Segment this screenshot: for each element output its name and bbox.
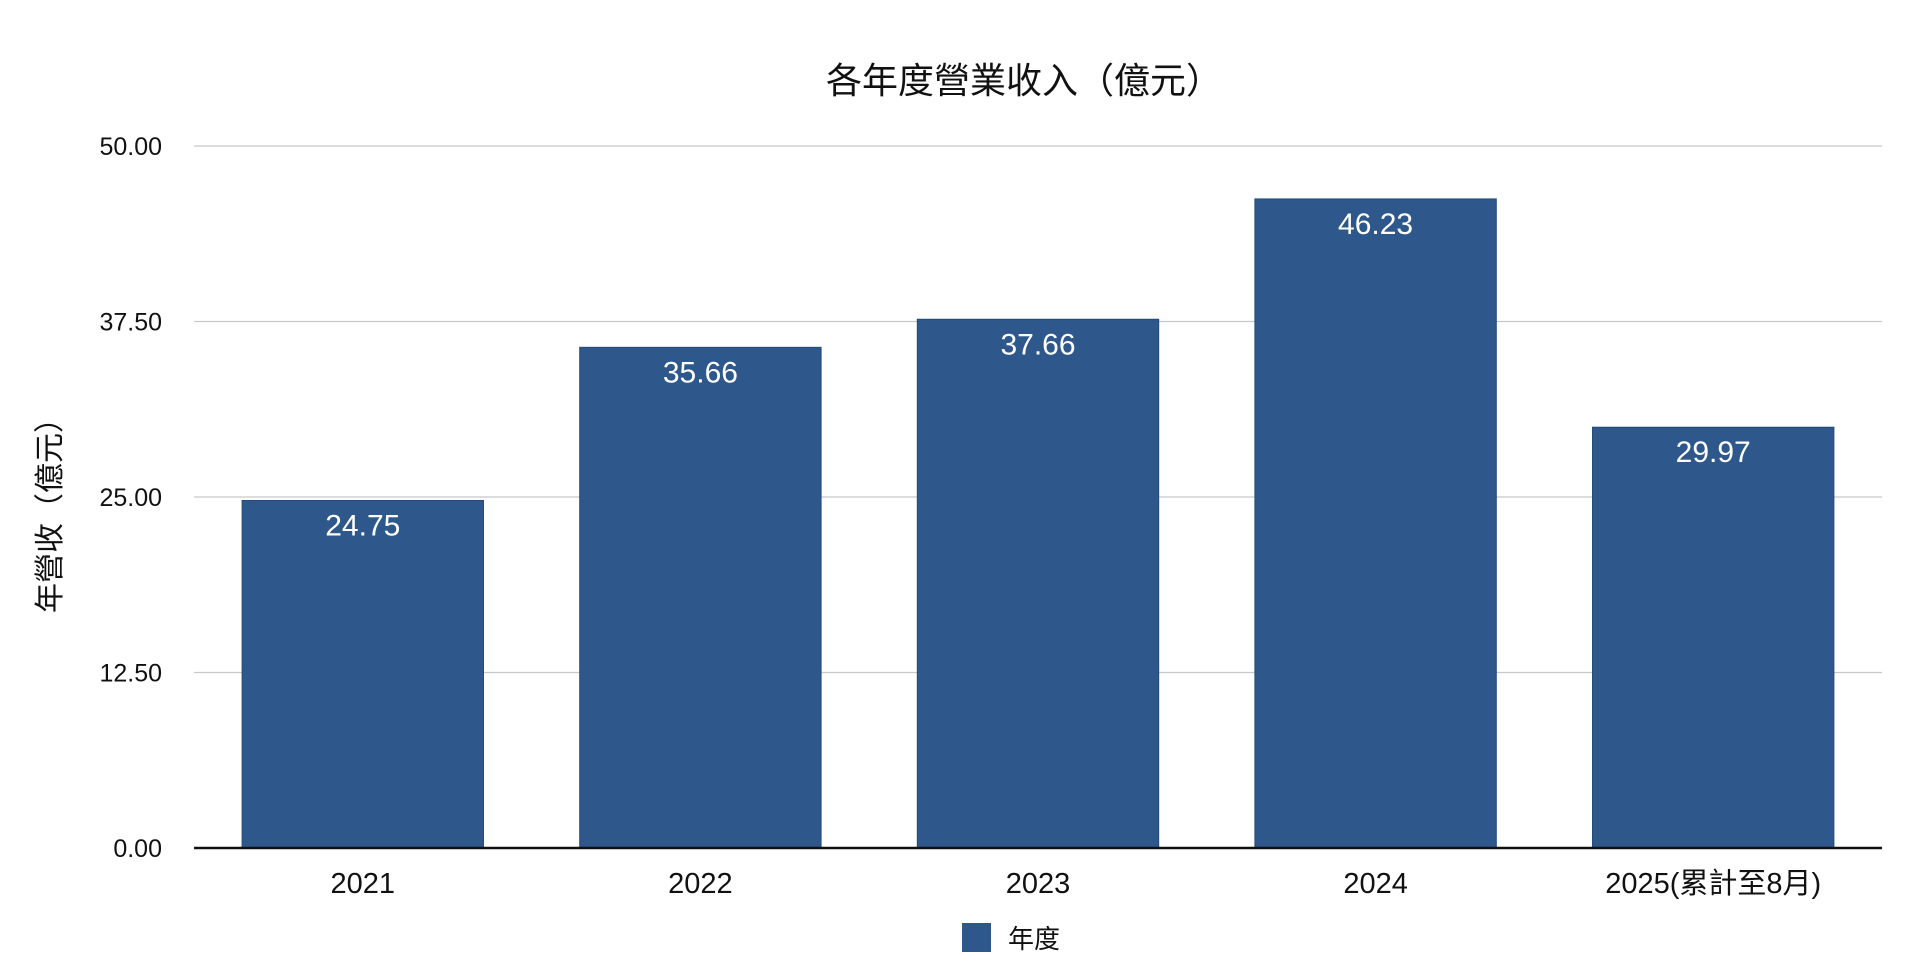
- x-tick-label: 2025(累計至8月): [1605, 867, 1821, 900]
- x-axis-ticks: 2021 2022 2023 2024 2025(累計至8月): [331, 867, 1822, 900]
- data-label: 37.66: [1000, 328, 1075, 361]
- chart-title: 各年度營業收入（億元）: [826, 61, 1222, 102]
- bar[interactable]: [241, 500, 484, 849]
- bar[interactable]: [916, 318, 1160, 849]
- bars: [241, 198, 1835, 849]
- data-labels: 24.75 35.66 37.66 46.23 29.97: [325, 208, 1750, 543]
- legend-label: 年度: [1008, 925, 1060, 955]
- x-tick-label: 2023: [1006, 868, 1071, 900]
- bar[interactable]: [579, 346, 822, 849]
- y-tick-label: 25.00: [99, 484, 162, 512]
- y-tick-label: 12.50: [99, 660, 162, 688]
- y-tick-label: 37.50: [99, 309, 162, 337]
- bar[interactable]: [1254, 198, 1497, 849]
- x-tick-label: 2021: [331, 868, 396, 900]
- data-label: 35.66: [663, 356, 738, 389]
- y-tick-label: 50.00: [99, 133, 162, 161]
- bar[interactable]: [1592, 426, 1835, 849]
- legend[interactable]: 年度: [962, 923, 1060, 955]
- x-tick-label: 2024: [1343, 868, 1408, 900]
- y-tick-label: 0.00: [113, 835, 162, 863]
- y-axis-ticks: 0.00 12.50 25.00 37.50 50.00: [99, 133, 162, 863]
- y-axis-label: 年營收（億元）: [33, 403, 68, 613]
- data-label: 29.97: [1676, 436, 1751, 469]
- data-label: 46.23: [1338, 208, 1413, 241]
- x-tick-label: 2022: [668, 868, 733, 900]
- data-label: 24.75: [325, 510, 400, 543]
- legend-swatch: [962, 923, 991, 952]
